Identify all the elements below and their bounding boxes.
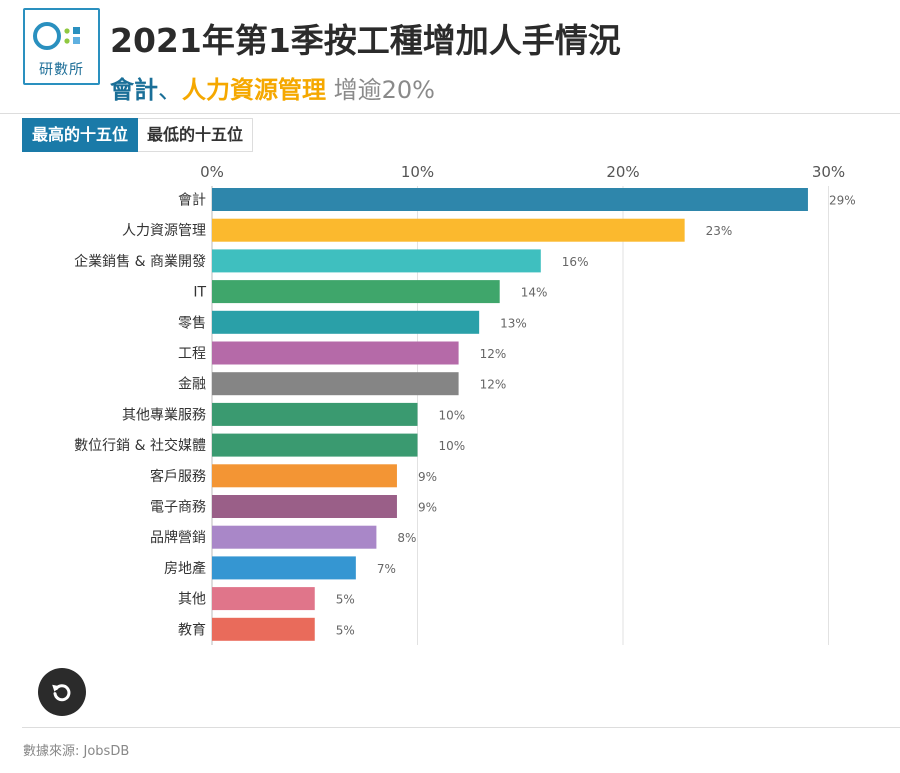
value-label: 23%	[706, 224, 733, 238]
value-label: 14%	[521, 286, 548, 300]
subtitle-highlight-accounting: 會計	[110, 76, 158, 104]
x-tick-label: 10%	[401, 163, 434, 181]
category-label: 數位行銷 & 社交媒體	[74, 437, 206, 454]
category-label: 品牌營銷	[150, 529, 206, 546]
category-label: 企業銷售 & 商業開發	[74, 253, 206, 270]
replay-icon	[52, 684, 71, 702]
value-label: 9%	[418, 501, 437, 515]
value-label: 29%	[829, 194, 856, 208]
category-label: 金融	[178, 377, 206, 393]
value-label: 5%	[336, 623, 355, 637]
subtitle-highlight-hr: 人力資源管理	[182, 76, 326, 104]
bar[interactable]	[212, 280, 500, 304]
subtitle-growth: 增逾20%	[333, 76, 435, 104]
category-label: 會計	[178, 193, 206, 209]
reset-button[interactable]	[38, 668, 86, 716]
page-title: 2021年第1季按工種增加人手情況	[110, 21, 621, 60]
value-label: 8%	[397, 531, 416, 545]
logo: 研數所	[23, 8, 100, 85]
category-label: 人力資源管理	[122, 223, 206, 239]
category-label: 房地產	[164, 560, 206, 577]
page-subtitle: 會計、人力資源管理 增逾20%	[110, 70, 435, 105]
category-label: 其他	[178, 592, 206, 608]
bar[interactable]	[212, 495, 397, 518]
value-label: 13%	[500, 316, 527, 330]
value-label: 5%	[336, 593, 355, 607]
bar[interactable]	[212, 341, 459, 365]
value-label: 10%	[439, 439, 466, 453]
header-divider	[0, 113, 900, 114]
footer-divider	[22, 727, 900, 728]
category-label: IT	[193, 285, 206, 301]
tab-bottom-fifteen[interactable]: 最低的十五位	[138, 118, 254, 152]
data-source: 數據來源: JobsDB	[23, 744, 130, 759]
bar[interactable]	[212, 587, 315, 611]
value-label: 16%	[562, 255, 589, 269]
bar[interactable]	[212, 464, 397, 488]
category-label: 電子商務	[150, 500, 206, 516]
category-label: 工程	[178, 346, 206, 362]
bar[interactable]	[212, 218, 685, 242]
bar[interactable]	[212, 402, 418, 426]
category-label: 教育	[178, 622, 206, 638]
bar[interactable]	[212, 525, 377, 549]
bar[interactable]	[212, 372, 459, 396]
bar[interactable]	[212, 617, 315, 641]
value-label: 12%	[480, 378, 507, 392]
tab-top-fifteen[interactable]: 最高的十五位	[22, 118, 139, 152]
value-label: 9%	[418, 470, 437, 484]
value-label: 10%	[439, 408, 466, 422]
bar[interactable]	[212, 556, 356, 580]
bar[interactable]	[212, 249, 541, 273]
logo-text: 研數所	[39, 62, 84, 78]
category-label: 其他專業服務	[122, 407, 206, 423]
tab-bar: 最高的十五位 最低的十五位	[22, 118, 254, 152]
bar-chart: 0% 10% 20% 30% 會計 29% 人力資源管理 23% 企業銷售 & 商業開發 16% I…	[74, 163, 856, 645]
logo-mark-icon	[33, 22, 80, 50]
category-label: 零售	[178, 315, 206, 331]
bar[interactable]	[212, 310, 480, 334]
x-tick-label: 30%	[812, 163, 845, 181]
bar[interactable]	[212, 188, 808, 211]
value-label: 12%	[480, 347, 507, 361]
bar[interactable]	[212, 433, 418, 457]
x-tick-label: 20%	[606, 163, 639, 181]
x-tick-label: 0%	[200, 163, 224, 181]
value-label: 7%	[377, 562, 396, 576]
category-label: 客戶服務	[150, 468, 206, 485]
subtitle-separator: 、	[158, 76, 182, 104]
